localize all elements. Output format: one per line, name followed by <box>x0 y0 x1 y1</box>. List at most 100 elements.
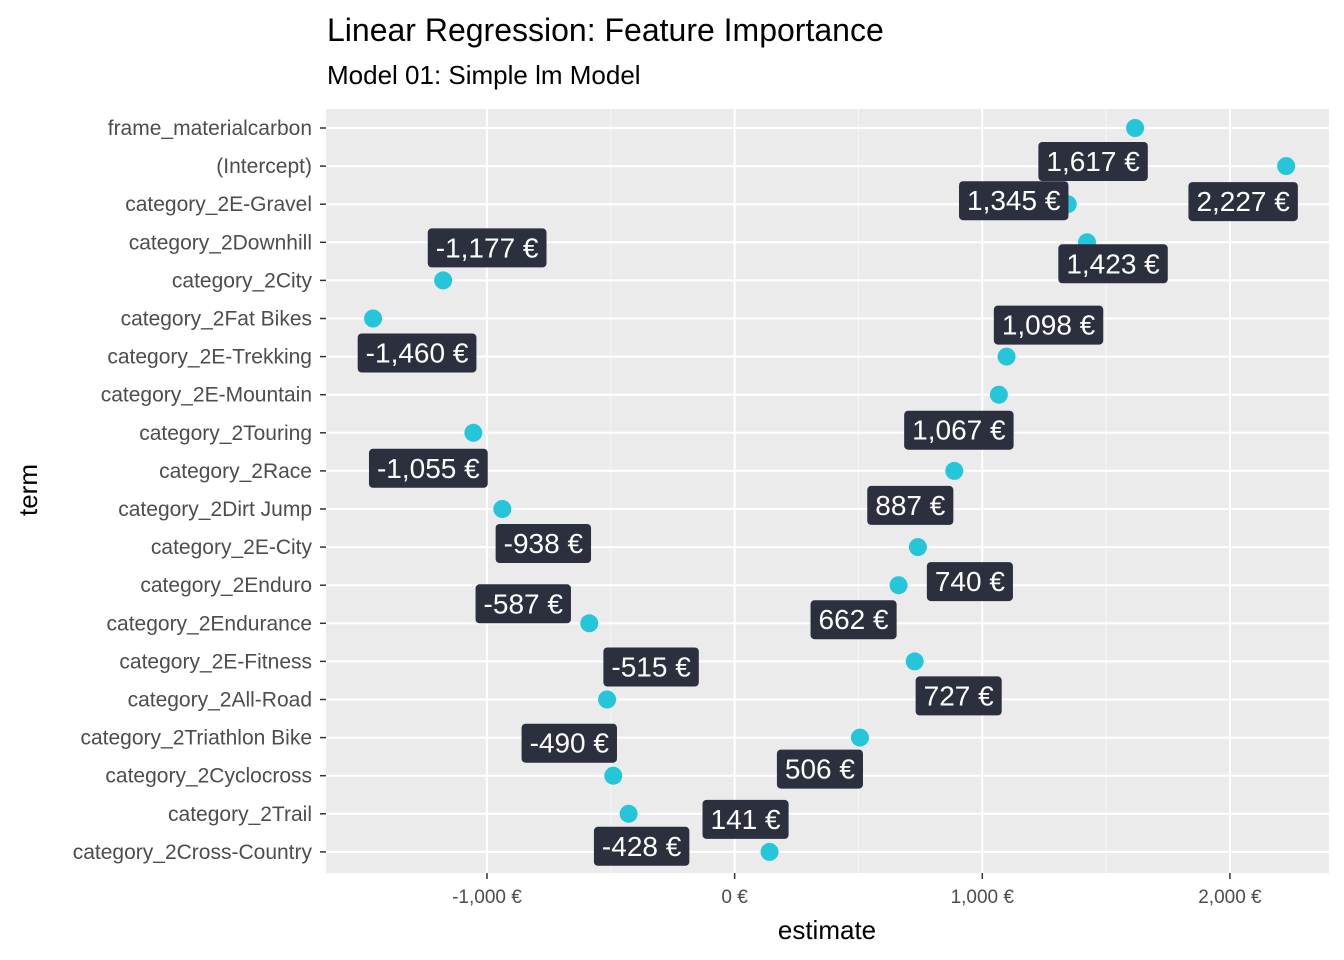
data-label: 141 € <box>702 799 789 839</box>
data-label: 727 € <box>915 676 1002 716</box>
data-label-box <box>368 448 488 488</box>
data-label-text: 887 € <box>875 490 945 521</box>
grid-layer <box>326 109 1329 873</box>
data-label-text: 727 € <box>924 680 994 711</box>
data-point <box>850 728 869 747</box>
y-axis-title: term <box>13 464 43 516</box>
y-tick-label: category_2E-Trekking <box>107 346 312 369</box>
data-label-box <box>1188 182 1298 222</box>
data-label-text: 1,067 € <box>912 415 1006 446</box>
data-label-text: -490 € <box>530 728 610 759</box>
data-point <box>1277 157 1296 176</box>
data-label-text: -938 € <box>504 528 584 559</box>
data-label: -1,055 € <box>368 448 488 488</box>
data-label-text: -1,055 € <box>377 453 480 484</box>
y-tick-label: (Intercept) <box>216 155 312 178</box>
y-tick-label: category_2Race <box>159 460 312 483</box>
data-point <box>364 309 383 328</box>
data-point <box>580 614 599 633</box>
y-tick-label: category_2All-Road <box>128 689 312 712</box>
data-label-box <box>776 749 863 789</box>
y-tick-label: category_2Cyclocross <box>105 765 312 788</box>
chart-subtitle: Model 01: Simple lm Model <box>327 60 641 90</box>
data-label-text: -515 € <box>611 652 691 683</box>
data-label-box <box>915 676 1002 716</box>
data-label-box <box>495 524 592 563</box>
y-tick-label: frame_materialcarbon <box>108 117 312 140</box>
x-axis-ticks: -1,000 € 0 € 1,000 € 2,000 € <box>452 873 1262 908</box>
data-point <box>464 423 483 442</box>
data-label-text: -587 € <box>484 588 564 619</box>
data-point <box>434 271 453 290</box>
y-tick-label: category_2E-Mountain <box>101 384 312 407</box>
data-point <box>619 804 638 823</box>
data-label-box <box>357 333 477 373</box>
y-tick-label: category_2E-City <box>151 536 313 559</box>
y-tick-label: category_2Triathlon Bike <box>80 727 312 750</box>
y-tick-label: category_2E-Fitness <box>119 650 312 673</box>
y-tick-label: category_2City <box>172 269 313 292</box>
y-tick-label: category_2Touring <box>139 422 312 445</box>
data-label-box <box>1038 142 1148 181</box>
data-label: 1,345 € <box>959 181 1069 221</box>
data-label-box <box>926 562 1013 602</box>
data-label-text: 2,227 € <box>1196 186 1290 217</box>
data-label-box <box>603 647 699 687</box>
data-label-box <box>475 584 571 624</box>
data-point <box>604 766 623 785</box>
data-point <box>945 461 964 480</box>
data-label-box <box>867 485 954 525</box>
data-label-box <box>959 181 1069 221</box>
data-label-text: 662 € <box>819 604 889 635</box>
data-label: -428 € <box>593 826 690 866</box>
data-label-box <box>810 600 897 640</box>
data-label-box <box>593 826 690 866</box>
data-label-text: 1,098 € <box>1002 310 1096 341</box>
data-point <box>1126 119 1145 137</box>
data-label-text: 141 € <box>711 804 781 835</box>
y-tick-label: category_2Trail <box>168 803 312 826</box>
data-point <box>889 576 908 595</box>
data-label: -1,460 € <box>357 333 477 373</box>
y-tick-label: category_2Enduro <box>140 574 312 597</box>
data-point <box>760 842 779 861</box>
data-label-text: 506 € <box>785 754 855 785</box>
x-axis-title: estimate <box>778 915 876 945</box>
data-label-box <box>427 228 547 268</box>
data-point <box>905 652 924 671</box>
data-label-box <box>904 410 1014 450</box>
data-point <box>989 385 1008 404</box>
data-label: 506 € <box>776 749 863 789</box>
y-axis-ticks: frame_materialcarbon (Intercept) category_… <box>73 117 326 864</box>
data-label-box <box>521 723 617 763</box>
data-label-text: -1,177 € <box>436 232 539 263</box>
labels-layer: 1,617 € 2,227 € 1,345 € 1,423 € -1,177 € -1,4… <box>357 142 1298 866</box>
x-tick-label: -1,000 € <box>452 887 522 908</box>
data-label: 662 € <box>810 600 897 640</box>
data-label: 1,423 € <box>1058 244 1168 284</box>
data-point <box>493 500 512 518</box>
data-label: -515 € <box>603 647 699 687</box>
data-label: -490 € <box>521 723 617 763</box>
data-point <box>997 347 1016 366</box>
data-label: 1,067 € <box>904 410 1014 450</box>
data-label: -1,177 € <box>427 228 547 268</box>
y-tick-label: category_2Fat Bikes <box>121 308 312 331</box>
data-point <box>598 690 617 709</box>
data-label-text: -1,460 € <box>366 338 469 369</box>
data-label: 2,227 € <box>1188 182 1298 222</box>
data-label-text: 1,617 € <box>1046 146 1140 177</box>
data-label: 1,098 € <box>993 305 1104 345</box>
y-tick-label: category_2E-Gravel <box>125 193 312 216</box>
data-label-text: -428 € <box>602 831 682 862</box>
data-label-box <box>702 799 789 839</box>
data-label: -587 € <box>475 584 571 624</box>
data-label-text: 1,345 € <box>967 185 1061 216</box>
x-tick-label: 1,000 € <box>951 887 1015 908</box>
data-label: -938 € <box>495 524 592 563</box>
data-label-box <box>993 305 1104 345</box>
data-label-text: 740 € <box>935 566 1005 597</box>
data-label: 887 € <box>867 485 954 525</box>
x-tick-label: 2,000 € <box>1198 887 1262 908</box>
